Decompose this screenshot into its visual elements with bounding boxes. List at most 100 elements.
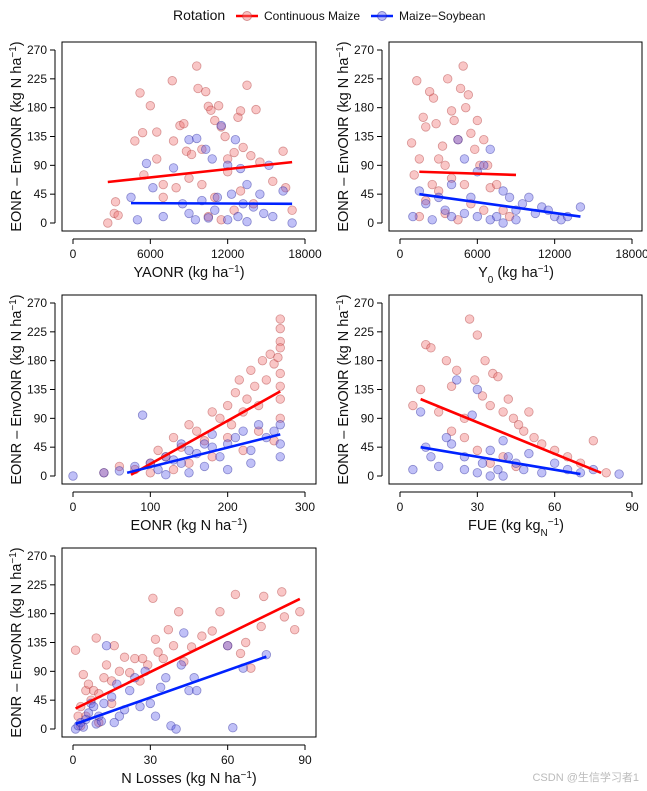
data-point (226, 420, 237, 430)
data-point (408, 464, 418, 475)
data-point (210, 192, 220, 203)
y-tick-label: 45 (361, 187, 375, 201)
data-point (143, 660, 153, 670)
data-point (427, 215, 437, 225)
data-point (234, 375, 244, 385)
data-point (88, 685, 99, 696)
data-point (275, 420, 285, 430)
y-tick-label: 45 (34, 693, 48, 707)
data-point (207, 626, 217, 636)
data-point (519, 464, 529, 475)
x-tick-label: 12000 (211, 247, 245, 261)
data-point (440, 205, 450, 215)
y-tick-label: 225 (27, 72, 47, 86)
data-point (141, 158, 152, 169)
data-point (466, 128, 476, 138)
data-point (246, 663, 256, 673)
y-tick-label: 0 (367, 216, 374, 230)
data-point (91, 719, 101, 729)
data-point (259, 208, 269, 219)
data-point (421, 199, 431, 209)
data-point (549, 458, 560, 468)
data-point (101, 660, 112, 670)
data-point (70, 645, 81, 655)
data-point (477, 458, 488, 468)
data-point (233, 112, 243, 122)
data-point (614, 469, 624, 479)
data-point (235, 106, 246, 116)
data-point (78, 669, 89, 680)
data-point (426, 452, 436, 462)
data-point (242, 179, 252, 190)
y-tick-label: 270 (27, 43, 47, 57)
data-point (137, 127, 148, 138)
data-point (168, 641, 179, 651)
data-point (446, 211, 457, 222)
y-tick-label: 180 (27, 354, 47, 368)
data-point (485, 183, 495, 193)
series-maize-soybean (408, 375, 624, 481)
data-point (279, 612, 290, 622)
y-tick-label: 45 (34, 440, 48, 454)
data-point (408, 211, 418, 222)
data-point (230, 135, 241, 145)
y-tick-label: 90 (361, 158, 375, 172)
data-point (148, 183, 158, 193)
data-point (235, 186, 246, 196)
data-point (148, 593, 158, 603)
data-point (493, 371, 503, 382)
y-axis-title: EONR – EnvONR (kg N ha−1) (8, 547, 26, 737)
legend-entry-continuous-maize: Continuous Maize (236, 9, 360, 23)
data-point (493, 464, 503, 475)
data-point (197, 144, 207, 155)
x-tick-label: 100 (140, 500, 160, 514)
y-tick-label: 135 (27, 636, 47, 650)
data-point (246, 445, 256, 456)
data-point (453, 135, 463, 145)
data-point (453, 135, 463, 145)
data-point (588, 436, 599, 446)
data-point (472, 211, 483, 222)
data-point (459, 154, 470, 164)
watermark: CSDN @生信学习者1 (532, 772, 639, 784)
data-point (440, 160, 450, 171)
data-point (201, 86, 211, 97)
data-point (175, 120, 185, 131)
y-tick-label: 0 (40, 469, 47, 483)
panel-2: 0 6000 12000 18000 Y0 (kg ha−1) 0 45 90 135 180 22… (335, 41, 647, 285)
data-point (498, 407, 508, 417)
data-point (192, 61, 202, 71)
data-point (106, 676, 117, 686)
y-tick-label: 180 (27, 101, 47, 115)
x-tick-label: 30 (144, 753, 158, 767)
data-point (246, 458, 256, 468)
data-point (184, 173, 194, 183)
plot-frame (388, 41, 643, 232)
data-point (275, 368, 285, 379)
data-point (113, 210, 123, 221)
data-point (94, 717, 104, 728)
data-point (480, 355, 490, 366)
data-point (472, 468, 483, 478)
data-point (414, 211, 425, 222)
data-point (479, 135, 489, 145)
data-point (409, 170, 419, 180)
data-point (145, 698, 156, 709)
data-point (99, 673, 109, 683)
data-point (504, 211, 515, 222)
data-point (150, 711, 161, 721)
data-point (88, 701, 99, 712)
x-axis-title: EONR (kg N ha−1) (131, 517, 248, 535)
x-tick-label: 0 (70, 753, 77, 767)
data-point (485, 445, 495, 456)
data-point (106, 698, 117, 709)
data-point (503, 452, 513, 462)
data-point (184, 420, 194, 430)
data-point (470, 375, 480, 385)
y-tick-label: 90 (34, 664, 48, 678)
data-point (119, 652, 130, 662)
data-point (163, 624, 174, 635)
data-point (437, 141, 448, 151)
data-point (498, 436, 508, 446)
data-point (125, 685, 135, 696)
